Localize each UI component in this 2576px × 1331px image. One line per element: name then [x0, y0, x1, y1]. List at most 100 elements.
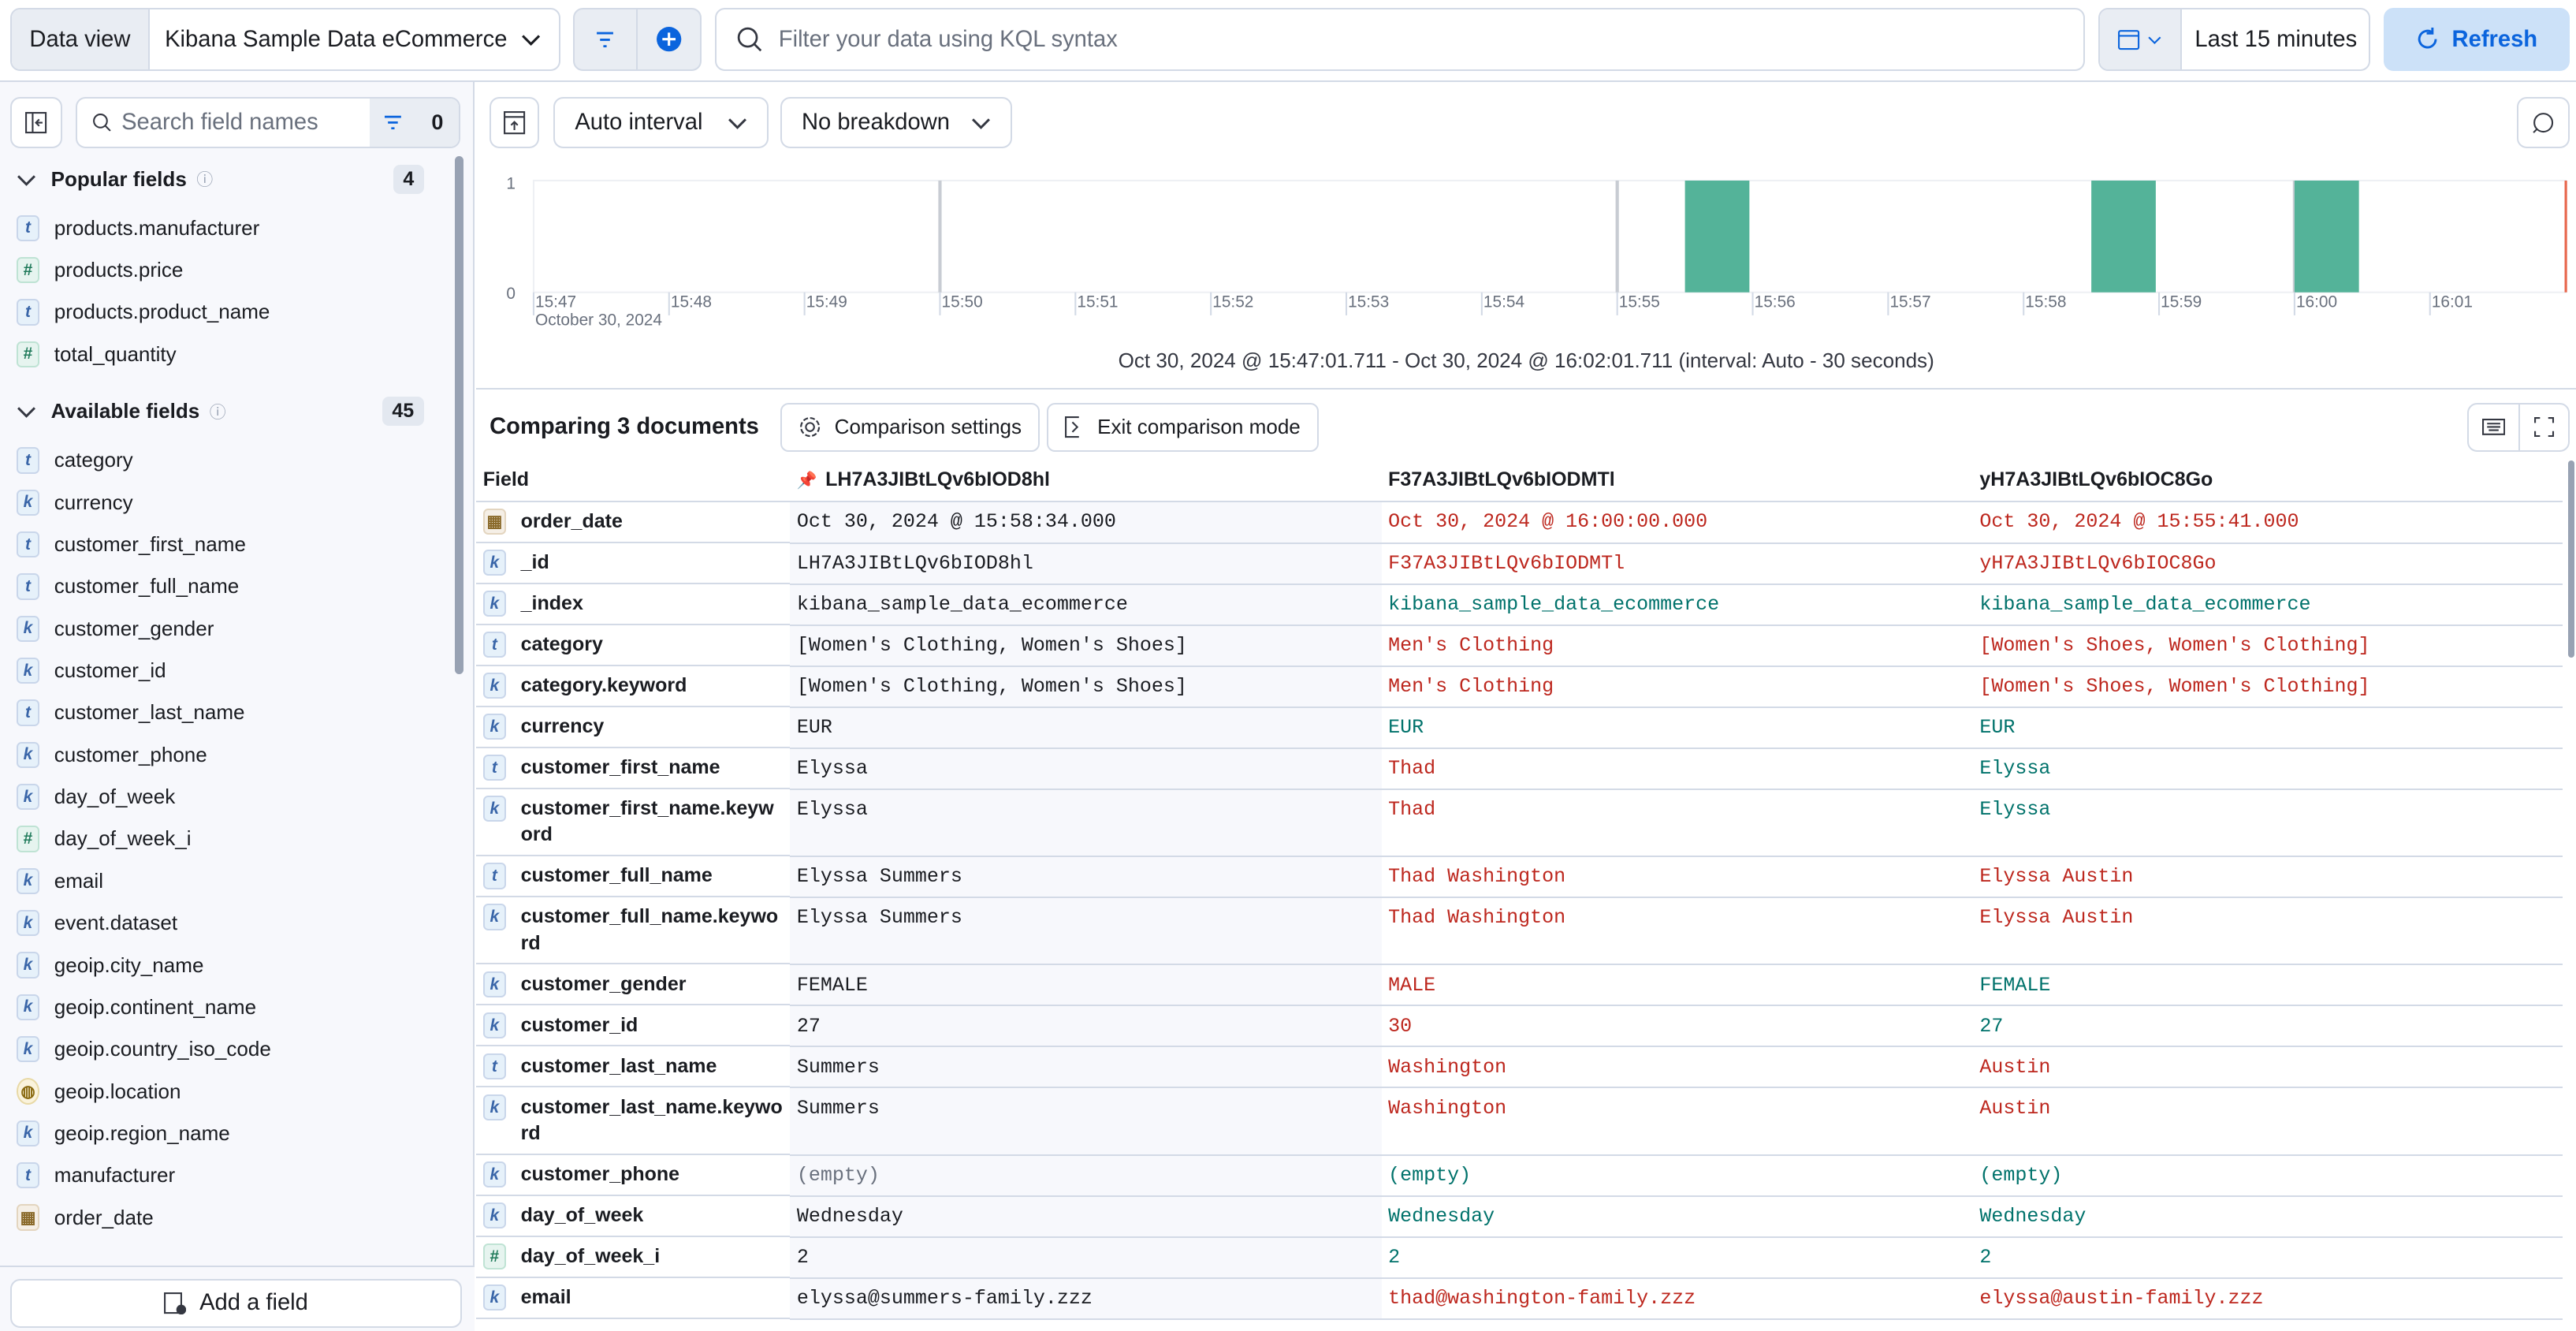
text-type-icon: t — [482, 863, 506, 889]
histogram-bar[interactable] — [1685, 181, 1750, 293]
field-item[interactable]: ▦ order_date — [0, 1196, 460, 1238]
value-cell: (empty) — [790, 1154, 1382, 1197]
field-item[interactable]: k currency — [0, 482, 460, 524]
field-item[interactable]: t customer_first_name — [0, 524, 460, 565]
gear-icon — [798, 416, 821, 438]
keyword-type-icon: k — [16, 867, 39, 894]
add-filter-button[interactable] — [638, 26, 700, 52]
field-name: category — [520, 632, 603, 655]
quick-menu-button[interactable] — [2099, 9, 2182, 69]
field-item[interactable]: # products.price — [0, 249, 460, 291]
data-view-label: Data view — [11, 9, 151, 69]
document-column-header[interactable]: F37A3JIBtLQv6bIODMTl — [1381, 460, 1974, 502]
fullscreen-button[interactable] — [2520, 416, 2568, 438]
available-fields-title: Available fields — [50, 399, 200, 423]
field-item[interactable]: k event.dataset — [0, 902, 460, 944]
table-row: k email elyssa@summers-family.zzz thad@wash… — [476, 1277, 2563, 1320]
collapse-sidebar-button[interactable] — [9, 96, 63, 148]
value-cell: 2 — [1973, 1236, 2563, 1279]
breakdown-select[interactable]: No breakdown — [780, 96, 1012, 148]
field-item[interactable]: t customer_last_name — [0, 692, 460, 733]
field-search-input[interactable]: Search field names 0 — [75, 96, 460, 148]
comparison-settings-button[interactable]: Comparison settings — [780, 402, 1040, 453]
histogram-bar[interactable] — [2091, 181, 2157, 293]
field-item[interactable]: t customer_full_name — [0, 565, 460, 607]
field-item[interactable]: k email — [0, 860, 460, 902]
table-row: # day_of_week_i 2 2 2 — [476, 1236, 2563, 1279]
field-item[interactable]: k geoip.continent_name — [0, 986, 460, 1028]
exit-comparison-button[interactable]: Exit comparison mode — [1046, 402, 1319, 453]
value-cell: Oct 30, 2024 @ 15:58:34.000 — [790, 501, 1382, 544]
document-column-header[interactable]: yH7A3JIBtLQv6bIOC8Go — [1973, 460, 2563, 502]
text-type-icon: t — [482, 754, 506, 781]
value-cell: EUR — [1381, 707, 1974, 749]
field-item[interactable]: k geoip.city_name — [0, 944, 460, 986]
available-fields-count: 45 — [382, 397, 424, 427]
calendar-icon — [2117, 28, 2140, 50]
field-item[interactable]: k customer_phone — [0, 734, 460, 776]
value-cell: elyssa@austin-family.zzz — [1973, 1277, 2563, 1320]
histogram-bar[interactable] — [2295, 181, 2360, 293]
field-name: products.price — [54, 258, 184, 282]
value-cell: 2 — [1381, 1236, 1974, 1279]
filter-actions — [573, 8, 702, 71]
document-column-header[interactable]: 📌 LH7A3JIBtLQv6bIOD8hl — [790, 460, 1382, 502]
table-row: k customer_phone (empty) (empty) (empty) — [476, 1154, 2563, 1197]
available-fields-header[interactable]: Available fields ⓘ 45 — [0, 392, 460, 431]
histogram-chart[interactable]: 0 1 15:47 15:48 15:49 15:50 15:51 15:52 15:53 15:… — [476, 161, 2576, 391]
table-row: t customer_last_name Summers Washington Aust… — [476, 1046, 2563, 1089]
field-item[interactable]: t products.manufacturer — [0, 207, 460, 249]
keyword-type-icon: k — [16, 994, 39, 1021]
field-name: customer_last_name — [54, 700, 245, 725]
help-icon: ⓘ — [196, 171, 214, 190]
keyword-type-icon: k — [482, 1284, 506, 1311]
field-name: customer_full_name — [520, 864, 713, 887]
filter-icon — [385, 115, 401, 130]
keyword-type-icon: k — [482, 590, 506, 617]
value-cell: FEMALE — [1973, 964, 2563, 1007]
toggle-histogram-button[interactable] — [490, 96, 539, 148]
table-row: k day_of_week Wednesday Wednesday Wednesday — [476, 1195, 2563, 1238]
sidebar-scrollbar[interactable] — [455, 155, 463, 674]
keyboard-shortcuts-button[interactable] — [2469, 404, 2521, 451]
date-picker[interactable]: Last 15 minutes — [2098, 8, 2371, 71]
field-name: category.keyword — [520, 673, 687, 696]
value-cell: Elyssa Summers — [790, 856, 1382, 898]
field-item[interactable]: ◍ geoip.location — [0, 1070, 460, 1112]
data-view-picker[interactable]: Data view Kibana Sample Data eCommerce — [9, 8, 560, 71]
refresh-button[interactable]: Refresh — [2384, 8, 2570, 71]
x-tick-label: 15:47 — [535, 293, 576, 311]
top-bar: Data view Kibana Sample Data eCommerce F… — [0, 0, 2576, 83]
keyword-type-icon: k — [16, 1036, 39, 1063]
chart-options-button[interactable] — [2516, 96, 2570, 148]
x-tick-label: 15:56 — [1755, 293, 1796, 311]
field-item[interactable]: # day_of_week_i — [0, 818, 460, 859]
table-scrollbar[interactable] — [2567, 460, 2574, 658]
add-field-icon — [163, 1292, 187, 1315]
refresh-icon — [2416, 28, 2439, 50]
keyword-type-icon: k — [16, 783, 39, 811]
document-id: LH7A3JIBtLQv6bIOD8hl — [825, 468, 1050, 490]
field-cell: k customer_last_name.keyword — [476, 1087, 791, 1155]
kql-query-input[interactable]: Filter your data using KQL syntax — [714, 8, 2085, 71]
field-item[interactable]: t products.product_name — [0, 291, 460, 333]
interval-select[interactable]: Auto interval — [553, 96, 769, 148]
number-type-icon: # — [16, 826, 39, 852]
field-type-filter-button[interactable]: 0 — [370, 98, 459, 147]
field-item[interactable]: t manufacturer — [0, 1154, 460, 1196]
filter-menu-button[interactable] — [575, 9, 638, 69]
field-item[interactable]: t category — [0, 439, 460, 481]
popular-fields-header[interactable]: Popular fields ⓘ 4 — [0, 159, 460, 199]
chevron-down-icon — [17, 401, 36, 421]
field-item[interactable]: k geoip.region_name — [0, 1113, 460, 1154]
field-name: geoip.city_name — [54, 953, 204, 977]
field-item[interactable]: k customer_gender — [0, 608, 460, 650]
field-item[interactable]: k day_of_week — [0, 776, 460, 818]
field-item[interactable]: # total_quantity — [0, 334, 460, 375]
breakdown-value: No breakdown — [801, 109, 950, 135]
text-type-icon: t — [16, 699, 39, 726]
field-item[interactable]: k customer_id — [0, 650, 460, 692]
value-cell: (empty) — [1381, 1154, 1974, 1197]
field-item[interactable]: k geoip.country_iso_code — [0, 1028, 460, 1070]
add-field-button[interactable]: Add a field — [9, 1278, 462, 1329]
